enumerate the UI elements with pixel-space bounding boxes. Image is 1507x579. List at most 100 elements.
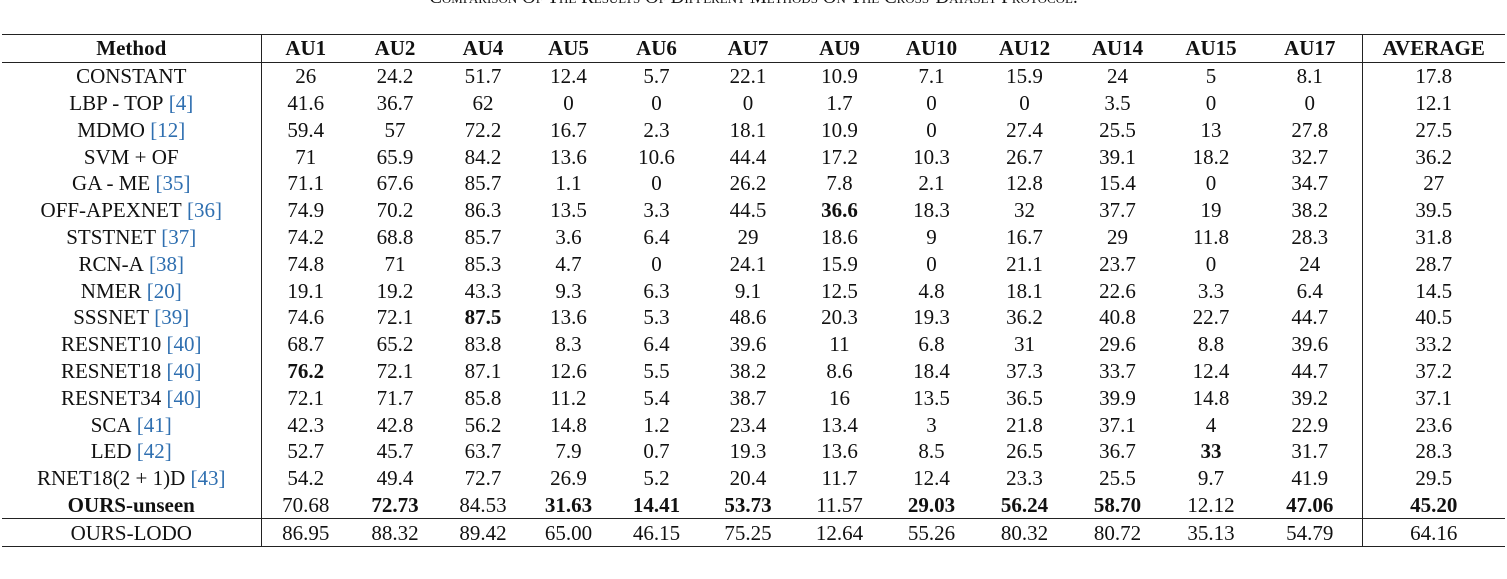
value-cell: 0 [563,90,574,115]
value-cell: 22.9 [1258,411,1363,438]
value-cell: 18.4 [913,358,950,383]
method-name: OFF-APEXNET [40,198,182,223]
value-cell: 24.1 [729,251,767,276]
value-cell: 85.8 [464,385,502,410]
value-cell: 3.3 [1197,278,1225,303]
column-header: AU2 [374,36,416,61]
value-cell: 55.26 [907,520,956,545]
citation: [43] [190,466,226,491]
value-cell: 13.6 [550,144,587,169]
column-header: AU14 [1091,36,1144,61]
value-cell: 13.6 [550,305,587,330]
method-name: RESNET34 [60,385,162,410]
method-cell: NMER [20] [2,277,262,304]
value-cell: 8.5 [918,439,945,464]
value-cell: 16.7 [550,117,587,142]
value-cell: 3.3 [643,198,670,223]
value-cell: 74.6 [287,305,325,330]
value-cell: 83.8 [464,332,502,357]
value-cell: 6.4 [643,224,670,249]
value-cell: 0 [1205,90,1217,115]
value-cell: 45.7 [376,439,414,464]
value-cell: 13.4 [821,412,858,437]
value-cell: 57 [384,117,406,142]
table-row: STSTNET [37] 74.2 68.8 85.7 3.6 6.4 29 18.6 9 16.… [2,223,1505,251]
column-header: AU6 [636,36,677,61]
value-cell: 0 [926,251,937,276]
value-cell: 87.1 [464,358,502,383]
column-header: AU9 [819,36,860,61]
value-cell: 12.64 [815,520,864,545]
column-header: AU5 [548,36,589,61]
value-cell: 31.7 [1258,437,1363,465]
value-cell: 40.5 [1415,305,1453,330]
method-cell: RCN-A [38] [2,250,262,278]
value-cell: 38.2 [1258,196,1363,224]
value-cell: 86.95 [282,520,330,545]
column-header: AU10 [905,36,958,61]
method-name: RESNET10 [60,332,162,357]
value-cell: 17.8 [1415,64,1453,89]
value-cell: 44.7 [1258,357,1363,385]
table-row: OFF-APEXNET [36] 74.9 70.2 86.3 13.5 3.3 44.5 3… [2,196,1505,224]
value-cell: 35.13 [1187,520,1235,545]
value-cell: 26.5 [1006,439,1043,464]
citation: [40] [166,332,202,357]
value-cell: 37.2 [1415,358,1453,383]
value-cell: 14.5 [1415,278,1453,303]
value-cell: 9.3 [555,278,582,303]
column-header: AVERAGE [1382,36,1485,61]
value-cell: 88.32 [371,520,419,545]
value-cell: 10.9 [821,64,858,89]
table-body: CONSTANT 26 24.2 51.7 12.4 5.7 22.1 10.9 7.1 15.9… [2,62,1505,547]
value-cell: 40.8 [1099,305,1136,330]
value-cell: 15.4 [1099,171,1136,196]
header-row: Method AU1 AU2 AU4 AU5 AU6 AU7 AU9 AU10 AU12 AU14 A… [2,34,1505,63]
value-cell: 27.5 [1415,117,1453,142]
value-cell: 6.8 [918,332,945,357]
method-cell: RESNET10 [40] [2,330,262,358]
citation: [36] [186,198,222,223]
value-cell: 72.2 [464,117,502,142]
value-cell: 4.8 [918,278,945,303]
table-row: GA - ME [35] 71.1 67.6 85.7 1.1 0 26.2 7.8 2.1 12… [2,169,1505,197]
table-row: RNET18(2 + 1)D [43] 54.2 49.4 72.7 26.9 5.2 20… [2,464,1505,492]
table-header: Method AU1 AU2 AU4 AU5 AU6 AU7 AU9 AU10 AU12 AU14 A… [2,34,1505,63]
value-cell: 3.5 [1104,90,1131,115]
citation: [35] [155,171,191,196]
value-cell: 39.9 [1099,385,1136,410]
value-cell: 29.5 [1415,466,1453,491]
value-cell: 85.7 [464,171,502,196]
value-cell: 63.7 [464,439,502,464]
value-cell: 19.3 [913,305,950,330]
method-name: GA - ME [72,171,151,196]
value-cell: 1.1 [555,171,582,196]
value-cell: 87.5 [464,305,502,330]
value-cell: 24.2 [376,64,414,89]
value-cell: 39.2 [1258,384,1363,412]
value-cell: 31.8 [1415,224,1453,249]
table-row: SCA [41] 42.3 42.8 56.2 14.8 1.2 23.4 13.4 3 21.8… [2,411,1505,438]
value-cell: 33.2 [1415,332,1453,357]
value-cell: 29.6 [1099,332,1136,357]
value-cell: 5.4 [643,385,670,410]
value-cell: 31.63 [544,492,593,517]
value-cell: 36.7 [1099,439,1136,464]
method-cell: LED [42] [2,437,262,465]
value-cell: 9.1 [734,278,762,303]
method-name: STSTNET [66,224,157,249]
value-cell: 5.5 [643,358,670,383]
method-name: SVM + OF [83,144,179,169]
method-cell: SSSNET [39] [2,303,262,331]
value-cell: 0 [651,251,662,276]
value-cell: 0 [651,90,662,115]
citation: [4] [168,90,194,115]
value-cell: 0 [926,117,937,142]
method-cell: OURS-unseen [2,491,262,519]
value-cell: 18.1 [1006,278,1043,303]
method-name: SSSNET [73,305,150,330]
value-cell: 1.7 [826,90,853,115]
value-cell: 25.5 [1099,466,1136,491]
method-cell: RNET18(2 + 1)D [43] [2,464,262,492]
